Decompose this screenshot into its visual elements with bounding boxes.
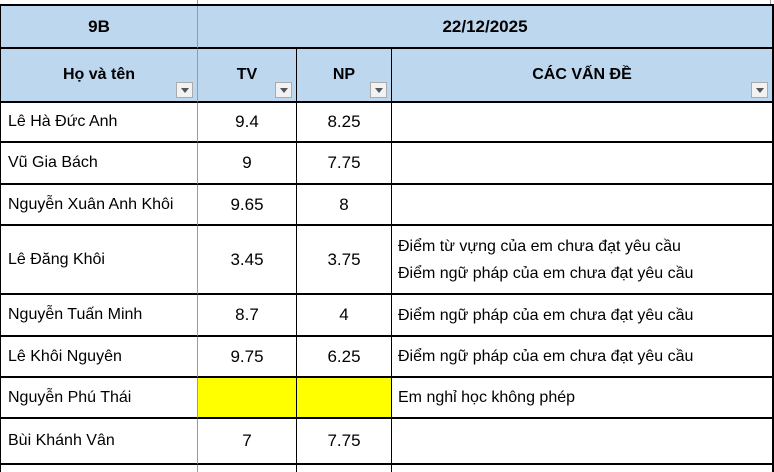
student-name: Lê Đăng Khôi	[8, 250, 105, 268]
name-cell[interactable]: Lê Đăng Khôi	[1, 226, 198, 295]
filter-button-name[interactable]	[176, 82, 193, 98]
issue-text: Em nghỉ học không phép	[398, 389, 576, 406]
date-label: 22/12/2025	[442, 16, 528, 36]
column-header-name-label: Họ và tên	[62, 66, 135, 83]
name-cell[interactable]: Lê Khôi Nguyên	[1, 337, 198, 378]
np-score: 8.25	[327, 112, 361, 131]
np-score-cell[interactable]: 8	[297, 185, 392, 226]
issues-cell[interactable]: Điểm ngữ pháp của em chưa đạt yêu cầu	[392, 337, 772, 378]
issues-cell[interactable]	[392, 103, 772, 143]
np-score: 7.75	[327, 431, 361, 450]
tv-score-cell[interactable]: 8.7	[198, 295, 297, 337]
tv-score: 9.75	[230, 346, 264, 366]
student-name: Nguyễn Tuấn Minh	[8, 306, 143, 323]
column-header-issues-label: CÁC VẤN ĐỀ	[532, 66, 632, 83]
tv-score-cell[interactable]: 9.75	[198, 337, 297, 378]
np-score: 3.75	[327, 249, 361, 269]
tv-score: 9.4	[235, 112, 259, 131]
np-score: 4	[339, 305, 349, 324]
np-score-cell[interactable]: 7.75	[297, 419, 392, 465]
dropdown-arrow-icon	[755, 87, 764, 93]
tv-score: 9.65	[230, 194, 264, 214]
tv-score-cell-highlighted[interactable]	[198, 378, 297, 419]
np-score: 7.75	[327, 153, 361, 172]
np-score-cell[interactable]: 6.25	[297, 337, 392, 378]
name-cell[interactable]: Nguyễn Xuân Anh Khôi	[1, 185, 198, 226]
tv-score-cell[interactable]: 7	[198, 419, 297, 465]
column-header-issues[interactable]: CÁC VẤN ĐỀ	[392, 49, 772, 103]
np-score-cell[interactable]: 8.25	[297, 103, 392, 143]
column-header-np-label: NP	[332, 66, 356, 83]
np-score: 6.25	[327, 346, 361, 366]
issue-text: Điểm từ vựng của em chưa đạt yêu cầu Điể…	[398, 237, 694, 282]
student-name: Lê Hà Đức Anh	[8, 113, 118, 130]
issues-cell[interactable]	[392, 143, 772, 185]
empty-cell[interactable]	[297, 465, 392, 472]
column-header-name[interactable]: Họ và tên	[1, 49, 198, 103]
filter-button-tv[interactable]	[275, 82, 292, 98]
issue-text: Điểm ngữ pháp của em chưa đạt yêu cầu	[398, 306, 694, 324]
class-name-cell[interactable]: 9B	[1, 6, 198, 49]
gridline	[770, 0, 771, 4]
column-header-tv[interactable]: TV	[198, 49, 297, 103]
empty-cell[interactable]	[198, 465, 297, 472]
empty-cell[interactable]	[392, 465, 772, 472]
tv-score-cell[interactable]: 9.4	[198, 103, 297, 143]
issues-cell[interactable]: Điểm ngữ pháp của em chưa đạt yêu cầu	[392, 295, 772, 337]
issues-cell[interactable]	[392, 419, 772, 465]
student-name: Vũ Gia Bách	[8, 154, 98, 171]
np-score-cell-highlighted[interactable]	[297, 378, 392, 419]
np-score-cell[interactable]: 7.75	[297, 143, 392, 185]
sheet-margin-strip	[0, 0, 774, 4]
date-cell[interactable]: 22/12/2025	[198, 6, 772, 49]
filter-button-np[interactable]	[370, 82, 387, 98]
dropdown-arrow-icon	[374, 87, 383, 93]
tv-score: 9	[242, 153, 252, 172]
tv-score: 3.45	[230, 249, 264, 269]
name-cell[interactable]: Nguyễn Phú Thái	[1, 378, 198, 419]
issues-cell[interactable]	[392, 185, 772, 226]
class-name-label: 9B	[88, 16, 110, 36]
np-score-cell[interactable]: 4	[297, 295, 392, 337]
tv-score: 7	[242, 431, 252, 450]
tv-score: 8.7	[235, 305, 259, 324]
dropdown-arrow-icon	[279, 87, 288, 93]
np-score: 8	[339, 194, 349, 214]
empty-cell[interactable]	[1, 465, 198, 472]
student-name: Bùi Khánh Vân	[8, 432, 115, 449]
student-name: Nguyễn Xuân Anh Khôi	[8, 195, 174, 213]
student-name: Lê Khôi Nguyên	[8, 347, 122, 365]
student-name: Nguyễn Phú Thái	[8, 388, 132, 406]
gridline	[197, 0, 198, 4]
filter-button-issues[interactable]	[751, 82, 768, 98]
tv-score-cell[interactable]: 9	[198, 143, 297, 185]
spreadsheet-table: 9B 22/12/2025 Họ và tên TV NP CÁC VẤN ĐỀ…	[0, 4, 774, 472]
name-cell[interactable]: Bùi Khánh Vân	[1, 419, 198, 465]
tv-score-cell[interactable]: 9.65	[198, 185, 297, 226]
name-cell[interactable]: Nguyễn Tuấn Minh	[1, 295, 198, 337]
issue-text: Điểm ngữ pháp của em chưa đạt yêu cầu	[398, 348, 694, 365]
name-cell[interactable]: Lê Hà Đức Anh	[1, 103, 198, 143]
column-header-tv-label: TV	[236, 66, 258, 83]
dropdown-arrow-icon	[180, 87, 189, 93]
np-score-cell[interactable]: 3.75	[297, 226, 392, 295]
issues-cell[interactable]: Điểm từ vựng của em chưa đạt yêu cầu Điể…	[392, 226, 772, 295]
name-cell[interactable]: Vũ Gia Bách	[1, 143, 198, 185]
tv-score-cell[interactable]: 3.45	[198, 226, 297, 295]
column-header-np[interactable]: NP	[297, 49, 392, 103]
issues-cell[interactable]: Em nghỉ học không phép	[392, 378, 772, 419]
